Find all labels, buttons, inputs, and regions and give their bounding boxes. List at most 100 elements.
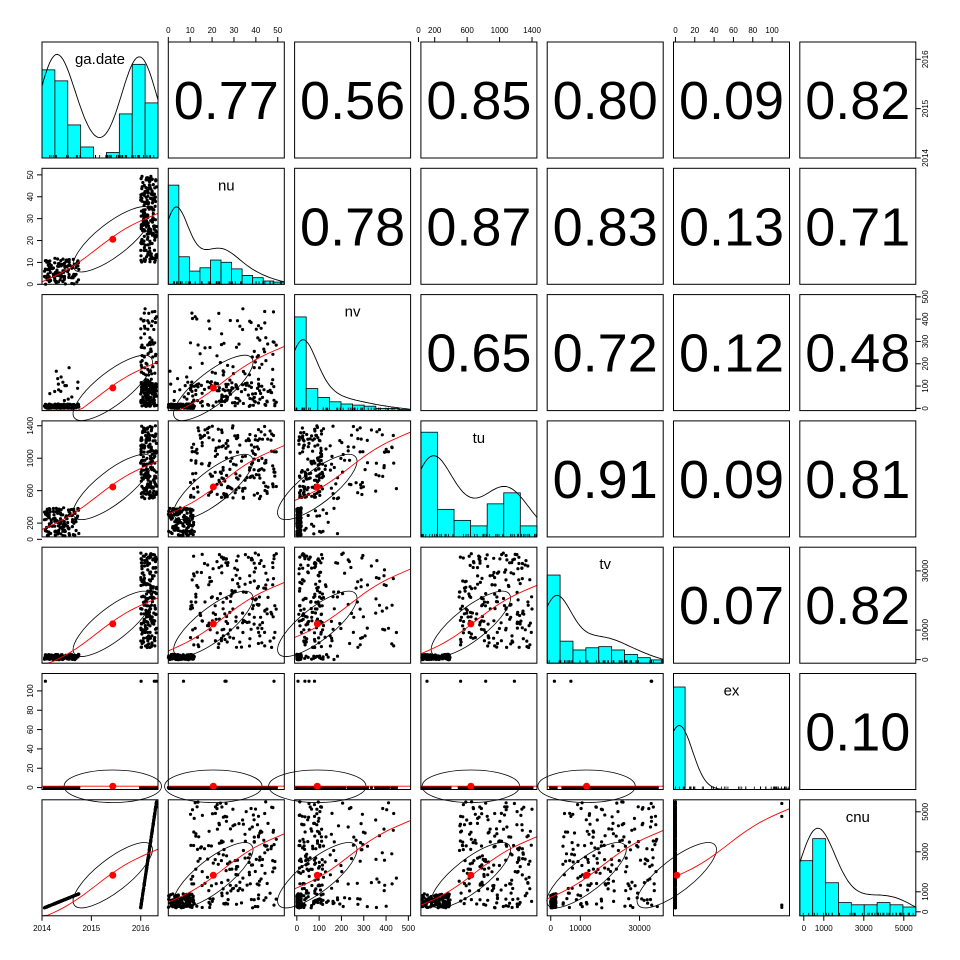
data-point bbox=[244, 383, 248, 387]
data-point bbox=[146, 243, 150, 247]
data-point bbox=[382, 574, 386, 578]
histogram-bar bbox=[80, 146, 94, 159]
data-point bbox=[145, 626, 149, 631]
data-point bbox=[52, 513, 56, 517]
data-point bbox=[146, 437, 150, 441]
data-point bbox=[139, 195, 143, 199]
data-point bbox=[266, 595, 270, 600]
data-point bbox=[45, 275, 49, 279]
data-point bbox=[148, 570, 152, 575]
data-point bbox=[153, 424, 157, 428]
data-point bbox=[200, 441, 204, 445]
data-point bbox=[312, 561, 316, 566]
data-point bbox=[224, 385, 228, 389]
data-point bbox=[215, 596, 219, 601]
data-point bbox=[241, 611, 245, 615]
data-point bbox=[271, 482, 275, 486]
data-point bbox=[45, 507, 49, 511]
data-point bbox=[262, 388, 266, 392]
data-point bbox=[139, 248, 143, 252]
data-point bbox=[303, 679, 307, 683]
data-point bbox=[62, 398, 66, 403]
data-point bbox=[238, 576, 242, 581]
data-point bbox=[233, 434, 237, 438]
data-point bbox=[148, 645, 152, 650]
data-point bbox=[152, 248, 157, 252]
data-point bbox=[332, 465, 336, 470]
data-point bbox=[258, 634, 262, 638]
data-point bbox=[70, 525, 74, 529]
data-point bbox=[208, 580, 212, 584]
data-point bbox=[295, 657, 299, 661]
panel-frame bbox=[167, 673, 285, 790]
data-point bbox=[258, 623, 262, 627]
mean-point bbox=[109, 782, 117, 790]
data-point bbox=[214, 617, 218, 621]
data-point bbox=[140, 345, 144, 350]
mean-point bbox=[313, 782, 321, 790]
data-point bbox=[139, 363, 143, 367]
data-point bbox=[488, 574, 492, 578]
panel-frame bbox=[41, 167, 159, 285]
data-point bbox=[226, 388, 230, 392]
data-point bbox=[252, 570, 256, 574]
data-point bbox=[154, 585, 159, 590]
panel-ga.date-ex: 0.09 bbox=[673, 41, 790, 159]
panel-frame bbox=[420, 673, 538, 790]
data-point bbox=[207, 319, 211, 323]
data-point bbox=[302, 490, 306, 494]
data-point bbox=[260, 456, 264, 460]
data-point bbox=[252, 622, 256, 626]
data-point bbox=[247, 384, 251, 388]
data-point bbox=[314, 468, 318, 472]
data-point bbox=[74, 528, 78, 533]
data-point bbox=[258, 561, 262, 566]
data-point bbox=[150, 577, 154, 581]
data-point bbox=[241, 307, 245, 311]
panel-frame bbox=[673, 294, 790, 412]
data-point bbox=[67, 406, 71, 410]
data-point bbox=[152, 327, 156, 332]
panel-nu-cnu: 0.71 bbox=[799, 167, 917, 285]
data-point bbox=[148, 424, 152, 429]
data-point bbox=[152, 611, 156, 615]
correlation-value: 0.09 bbox=[679, 71, 784, 131]
data-point bbox=[526, 600, 530, 604]
data-point bbox=[211, 438, 215, 442]
data-point bbox=[301, 552, 305, 556]
data-point bbox=[263, 488, 267, 493]
data-point bbox=[305, 432, 309, 437]
data-point bbox=[263, 644, 267, 648]
data-point bbox=[140, 174, 144, 178]
data-point bbox=[321, 628, 325, 632]
data-point bbox=[141, 223, 145, 227]
panel-frame bbox=[41, 420, 159, 538]
data-point bbox=[319, 429, 323, 433]
data-point bbox=[478, 623, 482, 627]
data-point bbox=[63, 529, 67, 534]
data-point bbox=[182, 395, 186, 399]
data-point bbox=[200, 404, 204, 408]
data-point bbox=[140, 564, 144, 569]
data-point bbox=[152, 553, 156, 557]
data-point bbox=[230, 578, 235, 582]
correlation-value: 0.48 bbox=[805, 324, 910, 384]
data-point bbox=[390, 642, 394, 646]
data-point bbox=[189, 600, 193, 604]
data-point bbox=[217, 386, 221, 390]
data-point bbox=[305, 615, 309, 619]
data-point bbox=[146, 393, 150, 397]
data-point bbox=[377, 428, 382, 432]
data-point bbox=[486, 600, 490, 604]
data-point bbox=[145, 362, 149, 366]
correlation-value: 0.72 bbox=[553, 324, 658, 384]
data-point bbox=[185, 511, 189, 515]
data-point bbox=[326, 520, 330, 524]
data-point bbox=[272, 553, 276, 558]
data-point bbox=[199, 462, 203, 466]
data-point bbox=[298, 519, 302, 523]
data-point bbox=[56, 511, 60, 515]
data-point bbox=[149, 252, 153, 256]
panel-nu-ex: 0.13 bbox=[673, 167, 790, 285]
data-point bbox=[139, 317, 143, 321]
